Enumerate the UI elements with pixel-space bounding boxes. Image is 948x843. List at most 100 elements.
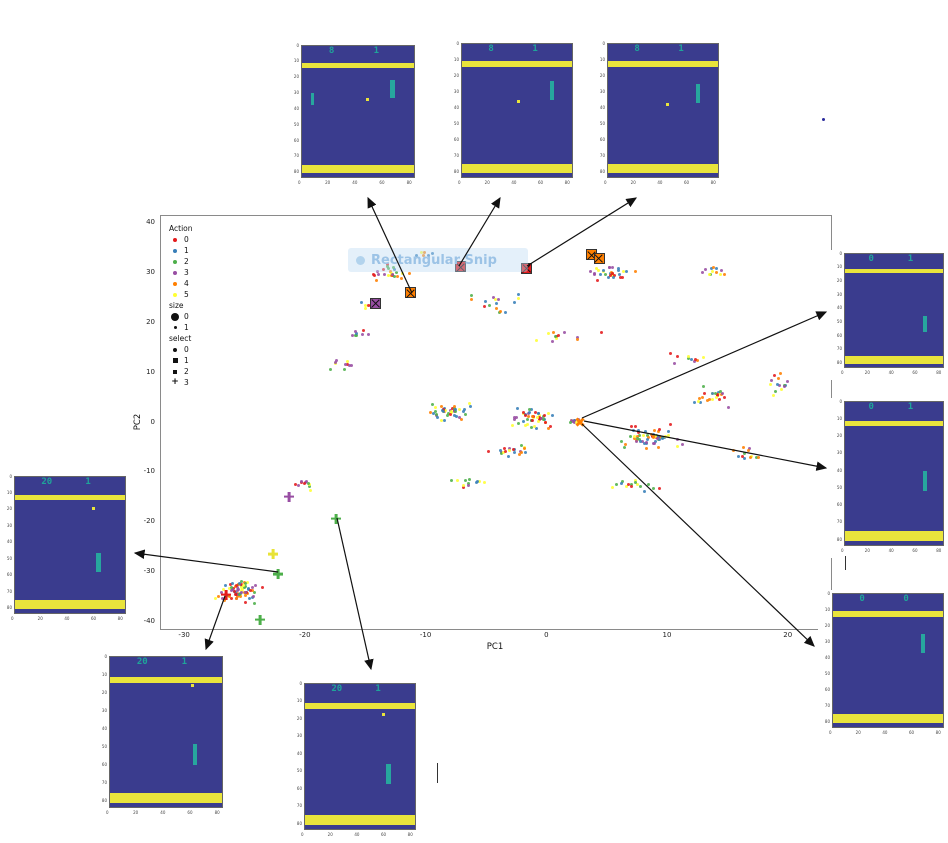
legend-item: 1: [169, 355, 193, 366]
plus-bar: [268, 552, 279, 556]
thumb-y-tick: 50: [599, 120, 605, 126]
scatter-point: [253, 601, 257, 605]
scatter-point: [454, 410, 458, 414]
thumb-x-tick: 80: [406, 180, 412, 185]
scatter-point: [525, 422, 529, 426]
scatter-point: [504, 310, 508, 314]
y-tick-label: -30: [143, 566, 155, 575]
scatter-point: [563, 330, 567, 334]
scatter-point: [518, 452, 522, 456]
scatter-point: [353, 330, 357, 334]
scatter-point: [611, 271, 615, 275]
scatter-point: [596, 278, 600, 282]
scatter-point: [243, 594, 247, 598]
scatter-point: [349, 363, 353, 367]
scatter-point: [512, 300, 516, 304]
thumb-y-tick: 50: [296, 768, 302, 773]
scatter-point: [619, 275, 623, 279]
thumb-x-tick: 60: [909, 730, 915, 735]
scatter-point: [433, 410, 437, 414]
scatter-point: [611, 265, 615, 269]
scatter-point: [523, 451, 527, 455]
scatter-point: [241, 587, 245, 591]
thumb-y-tick: 30: [453, 88, 459, 94]
frame-top-band: [110, 676, 222, 683]
scatter-point: [544, 421, 548, 425]
scatter-point: [550, 413, 554, 417]
scatter-point: [519, 451, 523, 455]
frame-top-band: [305, 702, 415, 709]
select-marker-square: [405, 287, 417, 299]
right-paddle: [696, 83, 701, 103]
plus-bar: [331, 517, 342, 520]
scatter-point: [514, 415, 518, 419]
scatter-point: [237, 593, 241, 597]
scatter-point: [508, 449, 512, 453]
frame-image: 20 1: [304, 683, 416, 830]
thumb-y-tick: 0: [104, 653, 107, 659]
scatter-point: [528, 408, 532, 412]
frame-score-right: 0: [903, 594, 909, 604]
scatter-point: [333, 360, 337, 364]
scatter-point: [432, 412, 436, 416]
thumb-y-tick: 50: [453, 120, 459, 126]
select-markers-layer: [161, 216, 831, 629]
legend-item-label: 5: [184, 290, 189, 299]
thumb-x-tick: 20: [864, 370, 870, 375]
scatter-point: [616, 268, 620, 272]
scatter-point: [546, 427, 550, 431]
scatter-point: [500, 452, 504, 456]
scatter-point: [486, 450, 490, 454]
thumb-y-tick: 60: [296, 785, 302, 791]
scatter-point: [555, 336, 559, 340]
ball: [382, 713, 385, 716]
frame-left: 20 1 0 10 20 30 40 50 60 70 80 0 20 40 60 80: [0, 473, 130, 626]
scatter-point: [309, 489, 312, 493]
legend-marker-dot: [169, 259, 181, 264]
scatter-point: [617, 267, 621, 271]
scatter-point: [537, 413, 541, 417]
thumb-x-tick: 60: [379, 180, 385, 185]
scatter-point: [364, 303, 368, 307]
thumb-x-tick: 80: [117, 616, 123, 621]
scatter-point: [229, 582, 233, 586]
scatter-point: [711, 265, 715, 269]
thumb-y-tick: 30: [599, 88, 605, 94]
snip-tooltip: Rectangular Snip: [348, 248, 528, 272]
scatter-point: [576, 335, 580, 339]
legend-marker-shape: [173, 281, 177, 286]
scatter-point: [517, 293, 521, 297]
legend-marker-plus: +: [169, 378, 181, 387]
scatter-point: [530, 426, 534, 430]
legend-marker-square: [169, 358, 181, 363]
scatter-point: [439, 419, 443, 423]
legend-marker-dot: [169, 312, 181, 321]
scatter-point: [493, 297, 497, 301]
thumb-y-tick: 20: [453, 72, 459, 78]
scatter-point: [611, 273, 615, 277]
thumb-y-tick: 30: [293, 90, 299, 95]
legend-marker-shape: [173, 248, 177, 253]
scatter-point: [714, 270, 718, 274]
right-paddle: [386, 763, 391, 785]
scatter-point: [441, 407, 445, 411]
legend-item: 0: [169, 311, 193, 322]
frame-top-band: [845, 420, 943, 427]
select-marker-square: [521, 262, 533, 274]
thumb-y-tick: 40: [296, 750, 302, 756]
thumb-x-tick: 40: [882, 730, 888, 735]
thumb-x-tick: 60: [91, 616, 97, 621]
scatter-point: [246, 581, 250, 585]
legend-item-label: 3: [184, 378, 189, 387]
scatter-point: [238, 582, 242, 586]
scatter-point: [229, 585, 233, 589]
scatter-point: [443, 409, 447, 413]
scatter-point: [222, 587, 226, 591]
select-marker-plus: [268, 548, 279, 559]
thumb-y-tick: 30: [101, 707, 107, 713]
scatter-point: [720, 269, 724, 273]
thumb-x-tick: 60: [538, 180, 544, 185]
ball: [666, 102, 670, 106]
